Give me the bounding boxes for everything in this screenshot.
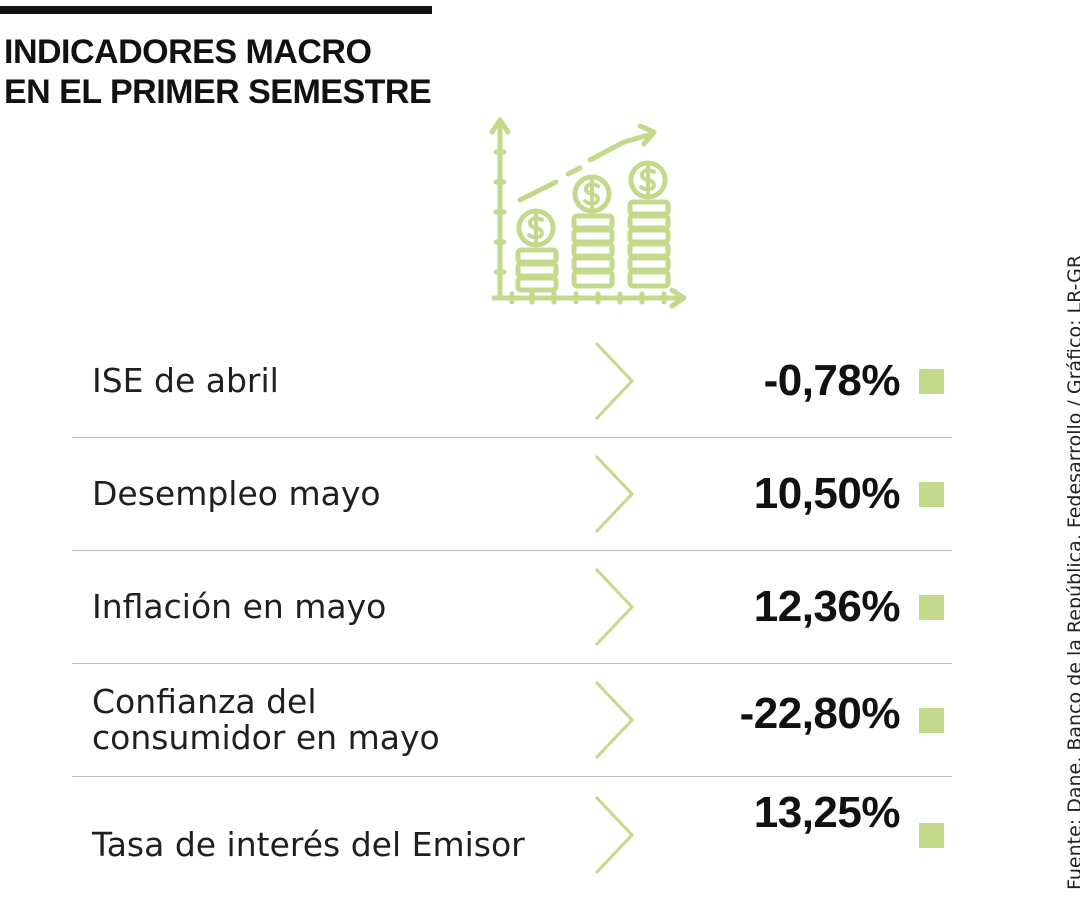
marker-square [919, 708, 944, 733]
table-row: Inflación en mayo 12,36% [72, 551, 952, 664]
source-credit: Fuente: Dane, Banco de la República, Fed… [1064, 254, 1080, 890]
marker-square [919, 369, 944, 394]
chevron-right-icon [594, 567, 635, 647]
table-row: Confianza del consumidor en mayo -22,80% [72, 664, 952, 777]
table-row: ISE de abril -0,78% [72, 325, 952, 438]
title-line-2: EN EL PRIMER SEMESTRE [4, 73, 432, 111]
page-title: INDICADORES MACRO EN EL PRIMER SEMESTRE [4, 32, 432, 112]
indicator-table: ISE de abril -0,78% Desempleo mayo 10,50… [72, 325, 952, 893]
indicator-value: 10,50% [753, 469, 901, 518]
indicator-value: -0,78% [763, 356, 901, 405]
table-row: Tasa de interés del Emisor 13,25% [72, 777, 952, 893]
marker-square [919, 595, 944, 620]
title-line-1: INDICADORES MACRO [4, 33, 372, 71]
indicator-label: Inflación en mayo [92, 587, 387, 626]
indicator-label: ISE de abril [92, 361, 279, 400]
chevron-right-icon [594, 795, 635, 875]
indicator-value: 13,25% [753, 788, 901, 837]
marker-square [919, 823, 944, 848]
chevron-right-icon [594, 341, 635, 421]
indicator-value: -22,80% [739, 689, 901, 738]
indicator-label: Confianza del consumidor en mayo [92, 682, 440, 757]
indicator-value: 12,36% [753, 582, 901, 631]
marker-square [919, 482, 944, 507]
chevron-right-icon [594, 454, 635, 534]
indicator-label: Tasa de interés del Emisor [92, 825, 525, 864]
table-row: Desempleo mayo 10,50% [72, 438, 952, 551]
indicator-label: Desempleo mayo [92, 474, 381, 513]
top-rule [0, 6, 432, 14]
rising-coin-stacks-chart-icon [489, 117, 687, 309]
chevron-right-icon [594, 680, 635, 760]
